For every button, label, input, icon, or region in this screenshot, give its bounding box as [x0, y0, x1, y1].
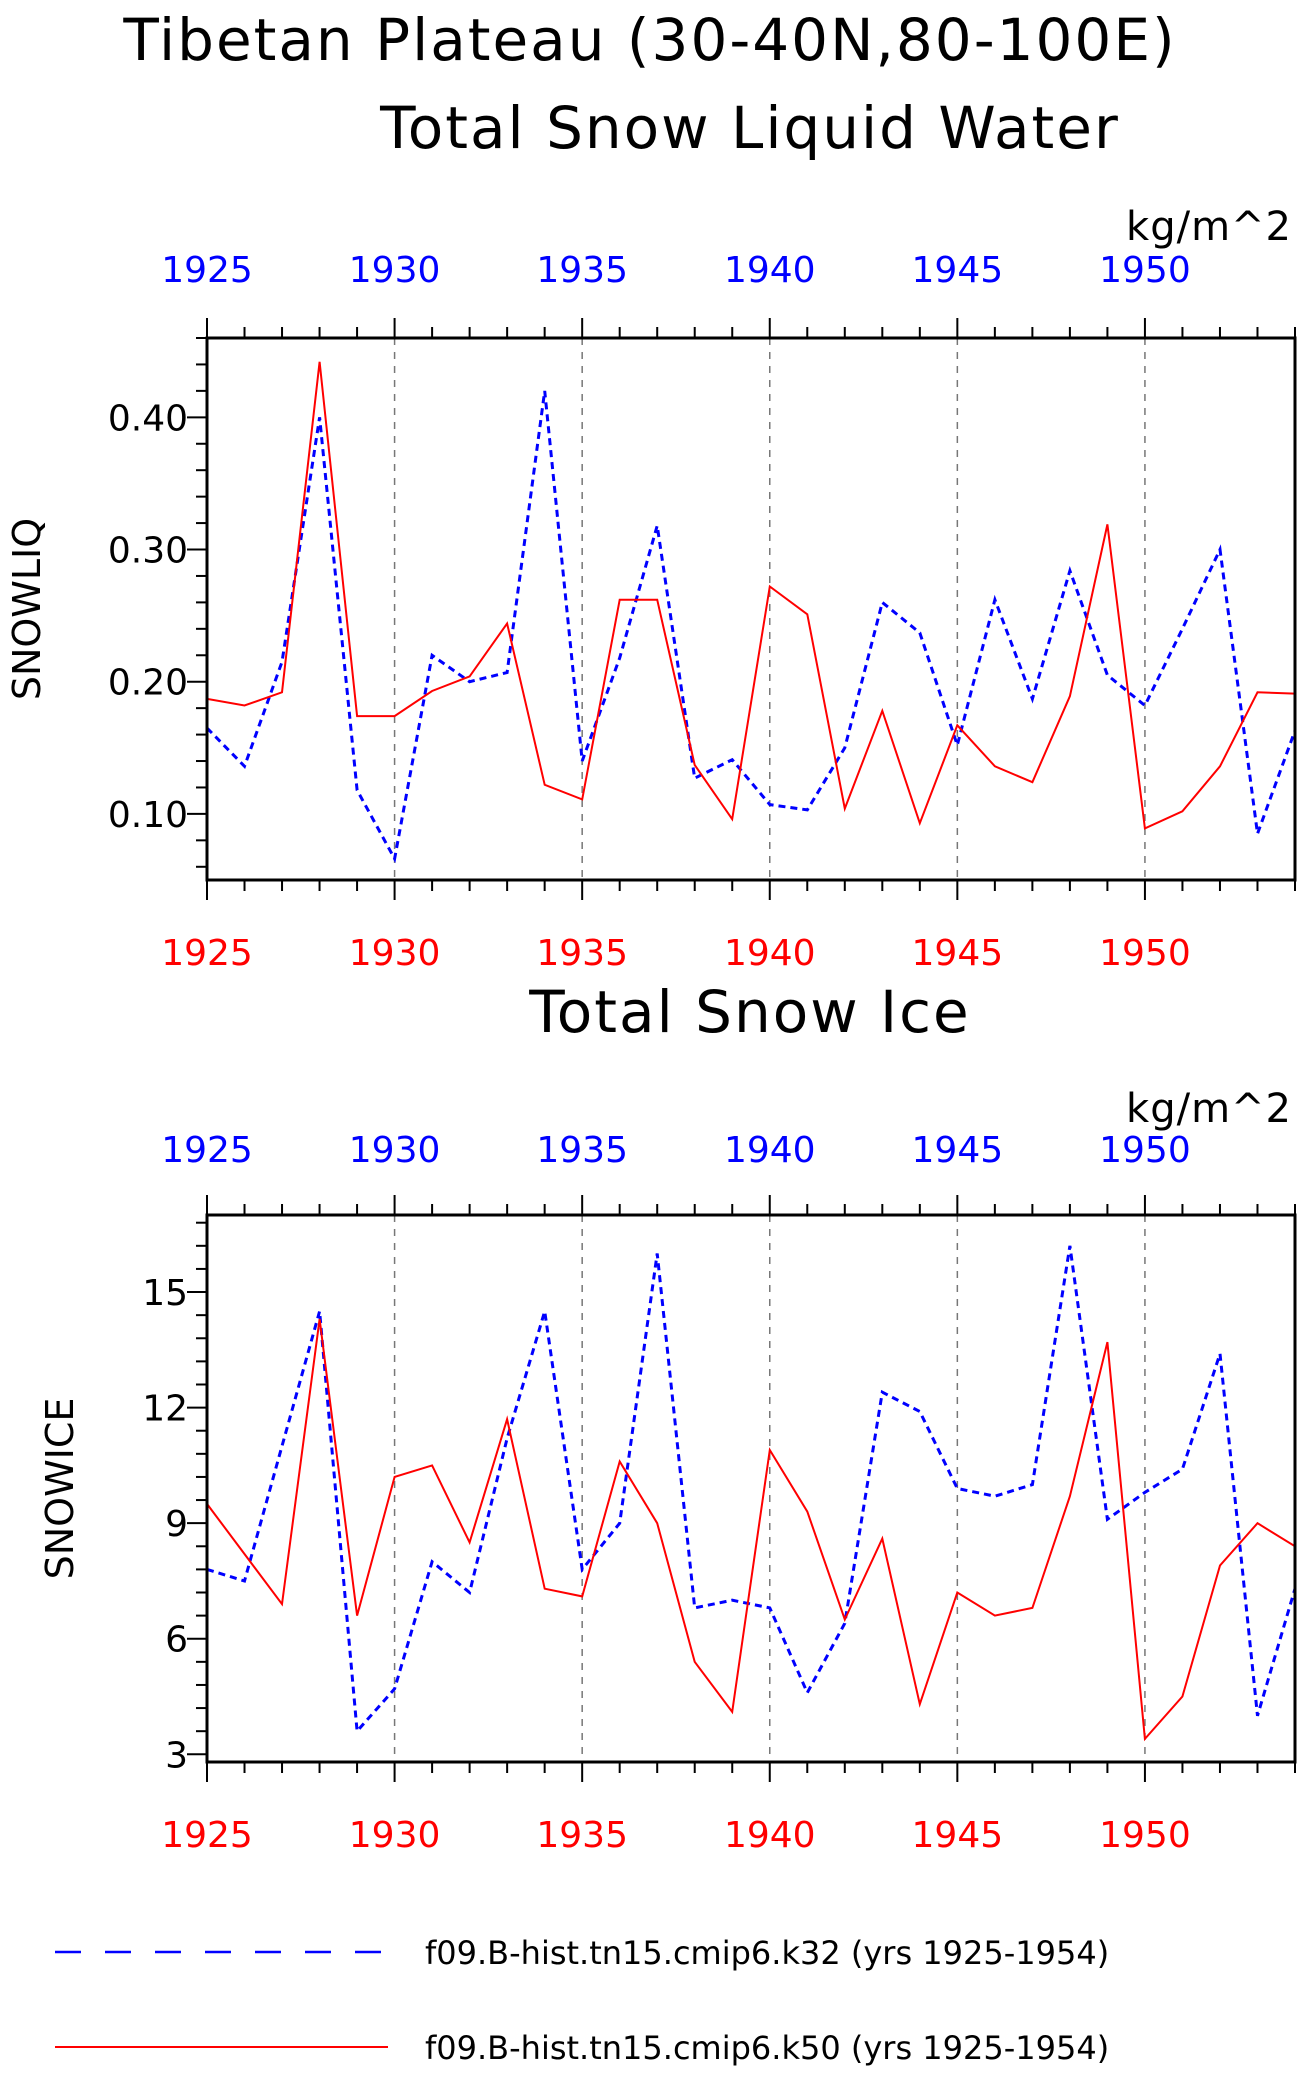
snowliq-ytick-label-2: 0.30	[108, 531, 188, 572]
snowice-title: Total Snow Ice	[528, 978, 971, 1046]
snowice-ytick-label-0: 3	[165, 1735, 188, 1776]
snowliq-xtick-label-top-1: 1930	[349, 250, 441, 291]
legend: f09.B-hist.tn15.cmip6.k32 (yrs 1925-1954…	[55, 1934, 1109, 2067]
snowice-series-k50	[207, 1318, 1295, 1742]
snowliq-xtick-label-top-4: 1945	[912, 250, 1004, 291]
snowliq-ytick-label-0: 0.10	[108, 795, 188, 836]
snowliq-title: Total Snow Liquid Water	[379, 94, 1120, 162]
snowice-ytick-label-4: 15	[142, 1273, 188, 1314]
snowice-xtick-label-top-2: 1935	[536, 1130, 628, 1171]
snowice-xtick-label-bottom-1: 1930	[349, 1815, 441, 1856]
snowliq-xtick-label-top-5: 1950	[1099, 250, 1191, 291]
snowice-xtick-label-top-4: 1945	[912, 1130, 1004, 1171]
snowice-xtick-label-bottom-3: 1940	[724, 1815, 816, 1856]
snowice-ytick-label-2: 9	[165, 1504, 188, 1545]
snowliq-series-k50	[207, 361, 1295, 830]
snowice-xtick-label-top-1: 1930	[349, 1130, 441, 1171]
snowliq-xtick-label-bottom-4: 1945	[912, 933, 1004, 974]
snowliq-xtick-label-top-0: 1925	[161, 250, 253, 291]
snowice-ytick-label-3: 12	[142, 1389, 188, 1430]
snowice-series-k32	[207, 1245, 1295, 1735]
snowliq-xtick-label-top-3: 1940	[724, 250, 816, 291]
snowliq-xtick-label-bottom-3: 1940	[724, 933, 816, 974]
snowliq-ytick-label-1: 0.20	[108, 663, 188, 704]
snowliq-frame	[205, 336, 1297, 882]
snowliq-units: kg/m^2	[1126, 204, 1292, 250]
snowice-xtick-label-bottom-5: 1950	[1099, 1815, 1191, 1856]
snowliq-xtick-label-top-2: 1935	[536, 250, 628, 291]
snowice-frame	[205, 1213, 1297, 1764]
snowliq-xtick-label-bottom-1: 1930	[349, 933, 441, 974]
snowice-units: kg/m^2	[1126, 1086, 1292, 1132]
snowice-ylabel: SNOWICE	[38, 1398, 82, 1580]
snowice-xtick-label-bottom-2: 1935	[536, 1815, 628, 1856]
snowice-ytick-label-1: 6	[165, 1620, 188, 1661]
snowliq-ytick-label-3: 0.40	[108, 398, 188, 439]
legend-label-k50: f09.B-hist.tn15.cmip6.k50 (yrs 1925-1954…	[425, 2029, 1109, 2067]
snowice-xtick-label-top-5: 1950	[1099, 1130, 1191, 1171]
legend-label-k32: f09.B-hist.tn15.cmip6.k32 (yrs 1925-1954…	[425, 1934, 1109, 1972]
snowice-xtick-label-bottom-0: 1925	[161, 1815, 253, 1856]
snowice-xtick-label-top-3: 1940	[724, 1130, 816, 1171]
snowliq-xtick-label-bottom-5: 1950	[1099, 933, 1191, 974]
snowliq-xtick-label-bottom-0: 1925	[161, 933, 253, 974]
snowliq-ylabel: SNOWLIQ	[5, 518, 49, 700]
snowliq-series-k32	[207, 390, 1295, 864]
snowice-xtick-label-top-0: 1925	[161, 1130, 253, 1171]
snowice-chart: Total Snow Ice kg/m^2 3 6 9 12 15 1925 1925 1930 1…	[38, 978, 1297, 1856]
snowice-xtick-label-bottom-4: 1945	[912, 1815, 1004, 1856]
main-title: Tibetan Plateau (30-40N,80-100E)	[122, 6, 1176, 74]
snowliq-xtick-label-bottom-2: 1935	[536, 933, 628, 974]
